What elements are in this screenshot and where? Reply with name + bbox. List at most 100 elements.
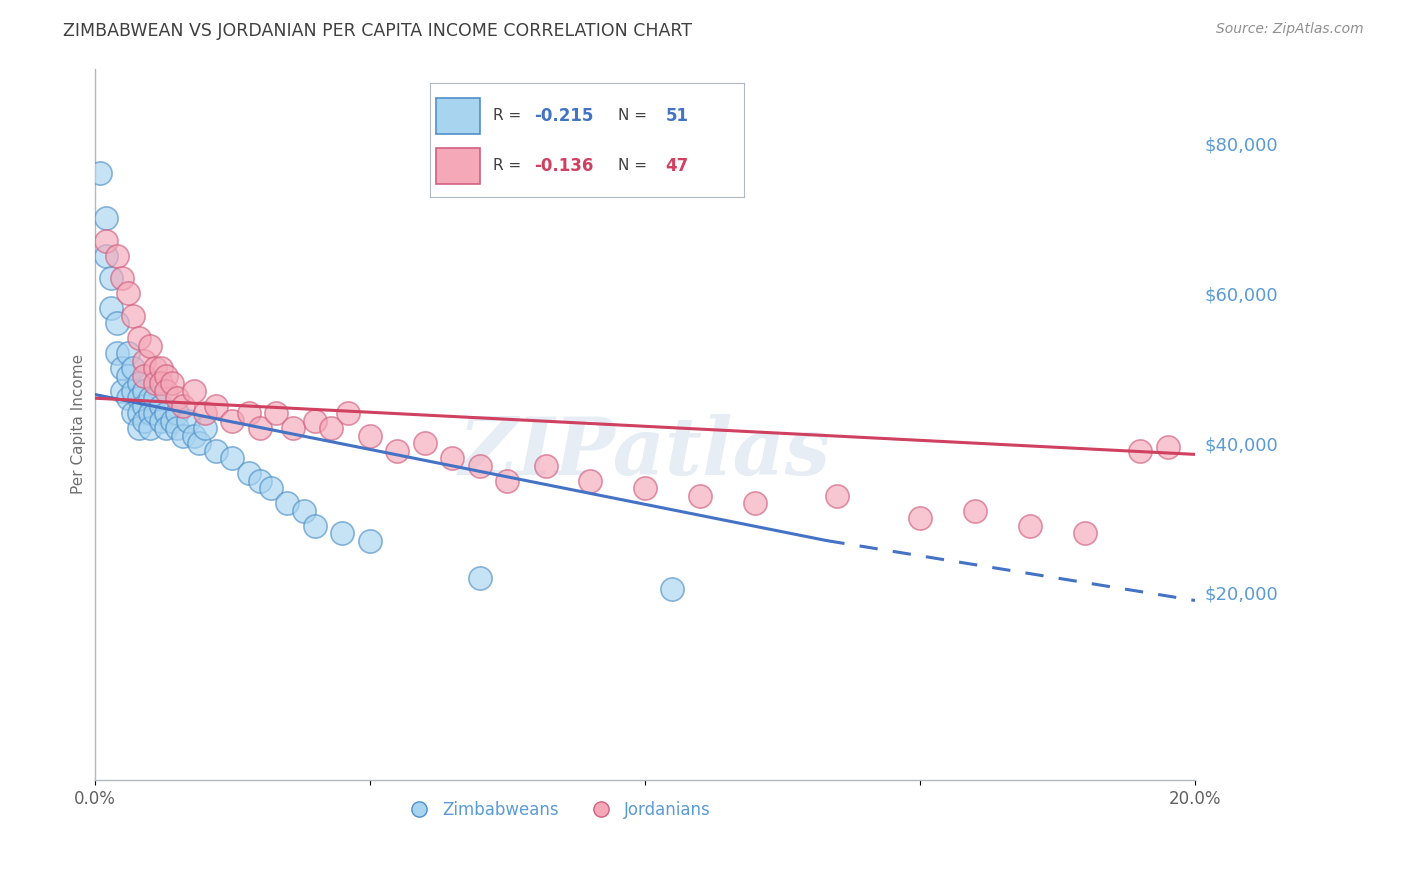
Point <box>204 443 226 458</box>
Point <box>413 436 436 450</box>
Point <box>132 414 155 428</box>
Point <box>387 443 409 458</box>
Point <box>160 376 183 391</box>
Point <box>264 406 287 420</box>
Point <box>100 301 122 316</box>
Point <box>128 331 150 345</box>
Point <box>172 399 194 413</box>
Point <box>138 421 160 435</box>
Point <box>155 384 177 398</box>
Point <box>1019 518 1042 533</box>
Point <box>117 391 139 405</box>
Point <box>111 361 134 376</box>
Point <box>661 582 683 597</box>
Point <box>105 346 128 360</box>
Point <box>188 436 211 450</box>
Point <box>534 458 557 473</box>
Point <box>166 391 188 405</box>
Point <box>1129 443 1152 458</box>
Point <box>1156 440 1178 454</box>
Point <box>138 391 160 405</box>
Point <box>468 458 491 473</box>
Point <box>105 249 128 263</box>
Point <box>143 361 166 376</box>
Point <box>496 474 519 488</box>
Point <box>105 316 128 330</box>
Point <box>441 451 464 466</box>
Point <box>578 474 600 488</box>
Point <box>908 511 931 525</box>
Text: Source: ZipAtlas.com: Source: ZipAtlas.com <box>1216 22 1364 37</box>
Point <box>117 346 139 360</box>
Point <box>117 368 139 383</box>
Point <box>689 489 711 503</box>
Point <box>172 428 194 442</box>
Point <box>111 384 134 398</box>
Point <box>468 571 491 585</box>
Point <box>359 428 381 442</box>
Point <box>963 503 986 517</box>
Point <box>149 414 172 428</box>
Point <box>94 249 117 263</box>
Point <box>166 406 188 420</box>
Point <box>143 406 166 420</box>
Point <box>122 309 145 323</box>
Point <box>89 166 111 180</box>
Point <box>183 384 205 398</box>
Point <box>204 399 226 413</box>
Point <box>94 211 117 226</box>
Point <box>122 384 145 398</box>
Point <box>238 466 260 480</box>
Point <box>143 391 166 405</box>
Point <box>128 406 150 420</box>
Point <box>194 406 217 420</box>
Point <box>122 406 145 420</box>
Point <box>155 421 177 435</box>
Point <box>117 286 139 301</box>
Point <box>330 526 353 541</box>
Point <box>155 406 177 420</box>
Point <box>1074 526 1097 541</box>
Y-axis label: Per Capita Income: Per Capita Income <box>72 354 86 494</box>
Point <box>166 421 188 435</box>
Point <box>221 414 243 428</box>
Text: ZIMBABWEAN VS JORDANIAN PER CAPITA INCOME CORRELATION CHART: ZIMBABWEAN VS JORDANIAN PER CAPITA INCOM… <box>63 22 692 40</box>
Point <box>143 376 166 391</box>
Point <box>122 361 145 376</box>
Point <box>634 481 657 495</box>
Point <box>304 414 326 428</box>
Point <box>111 271 134 285</box>
Point <box>132 368 155 383</box>
Text: ZIPatlas: ZIPatlas <box>458 414 831 491</box>
Point <box>183 428 205 442</box>
Point <box>238 406 260 420</box>
Point <box>336 406 359 420</box>
Point <box>100 271 122 285</box>
Point <box>281 421 304 435</box>
Point <box>177 414 200 428</box>
Point <box>155 368 177 383</box>
Point <box>292 503 315 517</box>
Point <box>359 533 381 548</box>
Point <box>321 421 343 435</box>
Point <box>827 489 849 503</box>
Point <box>276 496 298 510</box>
Point <box>149 399 172 413</box>
Point <box>132 399 155 413</box>
Point <box>128 391 150 405</box>
Point <box>221 451 243 466</box>
Point <box>194 421 217 435</box>
Legend: Zimbabweans, Jordanians: Zimbabweans, Jordanians <box>396 794 717 825</box>
Point <box>249 474 271 488</box>
Point <box>138 406 160 420</box>
Point <box>132 384 155 398</box>
Point <box>744 496 766 510</box>
Point <box>128 421 150 435</box>
Point <box>149 376 172 391</box>
Point <box>304 518 326 533</box>
Point <box>249 421 271 435</box>
Point <box>94 234 117 248</box>
Point <box>160 414 183 428</box>
Point <box>128 376 150 391</box>
Point <box>132 353 155 368</box>
